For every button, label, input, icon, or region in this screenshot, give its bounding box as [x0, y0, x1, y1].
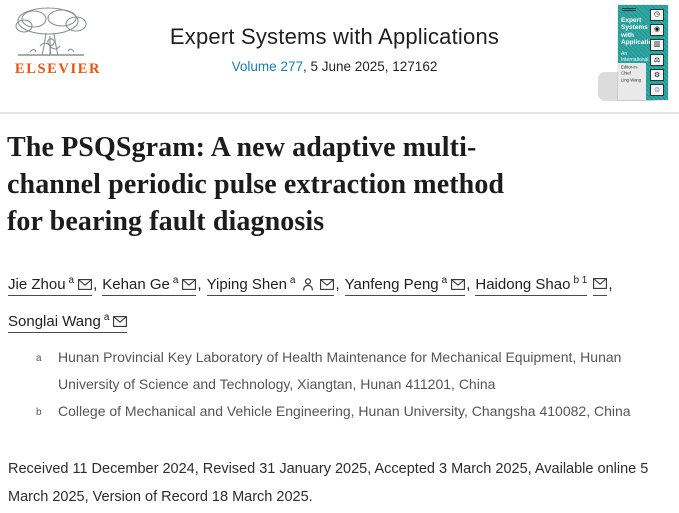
affiliation-sup: a [103, 312, 110, 323]
article-dates: Received 11 December 2024, Revised 31 Ja… [8, 461, 649, 505]
cover-speaker-icon: ◉ [650, 23, 664, 36]
author-link-yiping-shen[interactable]: Yiping Shen a [206, 275, 335, 296]
author-separator: , [93, 276, 98, 293]
affiliation-list: a Hunan Provincial Key Laboratory of Hea… [36, 344, 644, 426]
cover-tool-icon: ♲ [650, 84, 664, 97]
cover-gear-icon: ⚙ [650, 69, 664, 82]
author-link-haidong-shao[interactable]: Haidong Shao b 1 [475, 275, 588, 296]
author-link-yanfeng-peng[interactable]: Yanfeng Peng a [344, 275, 466, 296]
cover-journal-title: Expert Systems with Applications [621, 17, 661, 47]
affiliation-b: b College of Mechanical and Vehicle Engi… [36, 398, 644, 426]
affiliation-sup-label: a [36, 353, 42, 364]
cover-chart-icon: ▥ [650, 38, 664, 51]
author-link-jie-zhou[interactable]: Jie Zhou a [8, 275, 93, 296]
author-separator: , [335, 276, 340, 293]
cover-editor-label: Editor-in-Chief [621, 65, 639, 76]
cover-editor-name: Ling Wang [621, 78, 642, 84]
affiliation-sup: a [172, 275, 179, 286]
affiliation-text: College of Mechanical and Vehicle Engine… [58, 403, 631, 419]
affiliation-a: a Hunan Provincial Key Laboratory of Hea… [36, 344, 644, 398]
email-icon[interactable] [593, 278, 608, 289]
article-title: The PSQSgram: A new adaptive multi- chan… [7, 129, 662, 240]
affiliation-sup-label: b [36, 407, 42, 418]
cover-icon-strip: ◷ ◉ ▥ ⚖ ⚙ ♲ [646, 5, 668, 100]
author-separator: , [466, 276, 471, 293]
article-title-line: channel periodic pulse extraction method [7, 169, 505, 200]
elsevier-wordmark: ELSEVIER [14, 61, 102, 77]
author-link-kehan-ge[interactable]: Kehan Ge a [102, 275, 197, 296]
article-title-line: The PSQSgram: A new adaptive multi- [7, 132, 477, 163]
author-profile-icon[interactable] [302, 278, 314, 291]
issue-info: , 5 June 2025, 127162 [302, 59, 438, 74]
cover-volume-lines [622, 8, 636, 12]
header-divider [0, 112, 679, 114]
elsevier-tree-icon [15, 7, 87, 56]
email-icon[interactable] [78, 279, 93, 290]
affiliation-sup: a [441, 275, 448, 286]
email-icon[interactable] [320, 279, 335, 290]
author-separator: , [608, 276, 613, 293]
author-list: Jie Zhou a, Kehan Ge a, Yiping Shen a, Yanfeng… [8, 264, 670, 338]
affiliation-sup: a [68, 275, 75, 286]
email-link[interactable] [593, 276, 608, 296]
cover-scales-icon: ⚖ [650, 54, 664, 67]
volume-link[interactable]: Volume 277 [231, 59, 303, 74]
email-icon[interactable] [182, 279, 197, 290]
journal-cover-thumbnail[interactable]: Expert Systems with Applications An Inte… [618, 5, 668, 100]
author-separator: , [197, 276, 202, 293]
affiliation-sup: a [289, 275, 296, 286]
journal-header: Expert Systems with Applications Volume … [110, 24, 559, 74]
affiliation-sup: b 1 [573, 275, 588, 286]
article-title-line: for bearing fault diagnosis [7, 206, 325, 237]
volume-issue-line: Volume 277, 5 June 2025, 127162 [110, 59, 559, 74]
cover-clock-icon: ◷ [650, 8, 664, 21]
cover-editor-panel: Editor-in-Chief Ling Wang [618, 63, 646, 100]
elsevier-logo[interactable]: ELSEVIER [10, 6, 106, 78]
author-link-songlai-wang[interactable]: Songlai Wang a [8, 312, 128, 333]
email-icon[interactable] [113, 316, 128, 327]
affiliation-text: Hunan Provincial Key Laboratory of Healt… [58, 349, 622, 392]
journal-title-link[interactable]: Expert Systems with Applications [169, 24, 500, 49]
email-icon[interactable] [451, 279, 466, 290]
